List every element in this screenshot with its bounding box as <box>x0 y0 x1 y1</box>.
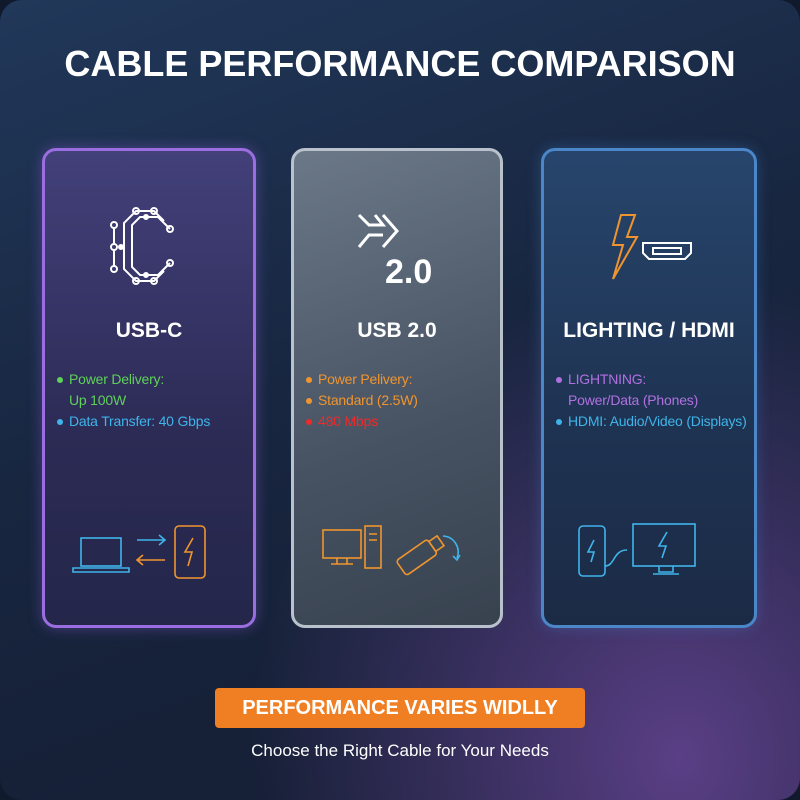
card-usb-c: USB-C Power Delivery: Up 100W Data Trans… <box>42 148 256 628</box>
lightning-hdmi-icon <box>544 201 754 291</box>
performance-banner: PERFORMANCE VARIES WIDLLY <box>215 688 585 728</box>
card-title: LIGHTING / HDMI <box>563 319 735 342</box>
card-usb-2: 2.0 USB 2.0 Power Pelivery: Standard (2.… <box>291 148 503 628</box>
desktop-usb-drive-icon <box>294 511 500 591</box>
feature-item: Power Pelivery: <box>304 369 494 390</box>
subtitle: Choose the Right Cable for Your Needs <box>251 741 549 760</box>
laptop-phone-transfer-icon <box>45 511 253 591</box>
usb-2-icon: 2.0 <box>294 201 500 291</box>
feature-item: Standard (2.5W) <box>304 390 494 411</box>
feature-item: Power Delivery: <box>55 369 247 390</box>
feature-item: LIGHTNING: <box>554 369 748 390</box>
circuit-c-icon <box>45 201 253 291</box>
card-title: USB-C <box>115 319 183 342</box>
feature-item: HDMI: Audio/Video (Displays) <box>554 411 748 432</box>
feature-item: Up 100W <box>69 392 126 408</box>
phone-monitor-icon <box>544 511 754 591</box>
feature-item: Data Transfer: 40 Gbps <box>55 411 247 432</box>
feature-list: LIGHTNING: Power/Data (Phones) HDMI: Aud… <box>554 369 748 432</box>
page-title: CABLE PERFORMANCE COMPARISON <box>64 43 736 84</box>
card-lightning-hdmi: LIGHTING / HDMI LIGHTNING: Power/Data (P… <box>541 148 757 628</box>
card-title: USB 2.0 <box>357 319 437 342</box>
feature-item: 480 Mbps <box>304 411 494 432</box>
feature-list: Power Delivery: Up 100W Data Transfer: 4… <box>55 369 247 432</box>
feature-item: Power/Data (Phones) <box>568 392 699 408</box>
feature-list: Power Pelivery: Standard (2.5W) 480 Mbps <box>304 369 494 432</box>
usb-version-text: 2.0 <box>385 253 432 291</box>
